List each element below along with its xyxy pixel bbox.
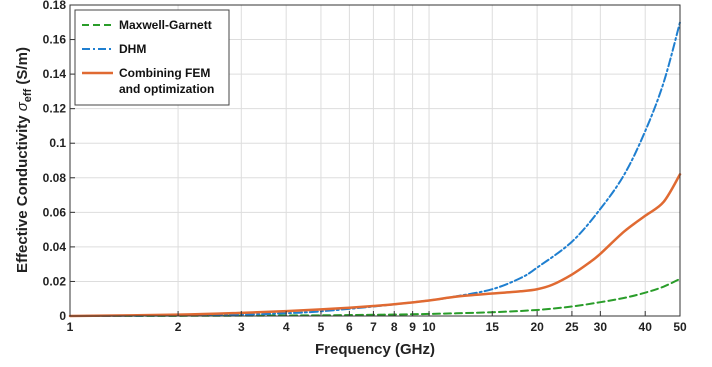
x-axis-label: Frequency (GHz)	[315, 341, 435, 358]
legend-box	[74, 9, 230, 106]
x-tick-label: 20	[530, 320, 544, 334]
x-axis-ticks: 1 2 3 4 5 6 7 8 9 10 15 20 25 30 40 50	[67, 311, 687, 334]
x-tick-label: 25	[565, 320, 579, 334]
y-tick-label: 0.08	[43, 171, 67, 185]
legend: Maxwell-Garnett DHM Combining FEM and op…	[74, 9, 230, 106]
y-axis-label: Effective Conductivity σeff (S/m)	[14, 47, 34, 273]
legend-label-dhm: DHM	[119, 42, 146, 56]
x-tick-label: 3	[238, 320, 245, 334]
y-axis-label-main: Effective Conductivity	[14, 111, 31, 273]
y-tick-label: 0	[59, 309, 66, 323]
x-tick-label: 9	[409, 320, 416, 334]
x-tick-label: 2	[175, 320, 182, 334]
x-tick-label: 6	[346, 320, 353, 334]
x-tick-label: 8	[391, 320, 398, 334]
x-tick-label: 50	[673, 320, 687, 334]
y-axis-label-unit: (S/m)	[14, 47, 31, 89]
legend-label-fem-line1: Combining FEM	[119, 66, 210, 80]
y-tick-label: 0.18	[43, 0, 67, 12]
y-axis-label-symbol: σ	[14, 101, 31, 111]
series-dhm-line	[69, 21, 681, 317]
y-tick-label: 0.06	[43, 205, 67, 219]
y-tick-label: 0.1	[49, 136, 66, 150]
y-tick-label: 0.16	[43, 33, 67, 47]
y-axis-ticks: 0 0.02 0.04 0.06 0.08 0.1 0.12 0.14 0.16 0.18	[43, 0, 75, 323]
legend-label-fem-line2: and optimization	[119, 82, 214, 96]
plot-frame	[69, 4, 681, 317]
legend-label-maxwell-garnett: Maxwell-Garnett	[119, 18, 212, 32]
y-tick-label: 0.04	[43, 240, 67, 254]
x-tick-label: 40	[639, 320, 653, 334]
x-tick-label: 15	[486, 320, 500, 334]
y-tick-label: 0.02	[43, 274, 67, 288]
y-axis-label-subscript: eff	[22, 88, 34, 102]
x-tick-label: 4	[283, 320, 290, 334]
y-tick-label: 0.14	[43, 67, 67, 81]
y-tick-label: 0.12	[43, 102, 67, 116]
x-tick-label: 10	[422, 320, 436, 334]
x-tick-label: 7	[370, 320, 377, 334]
x-tick-label: 30	[594, 320, 608, 334]
x-tick-label: 5	[318, 320, 325, 334]
x-tick-label: 1	[67, 320, 74, 334]
